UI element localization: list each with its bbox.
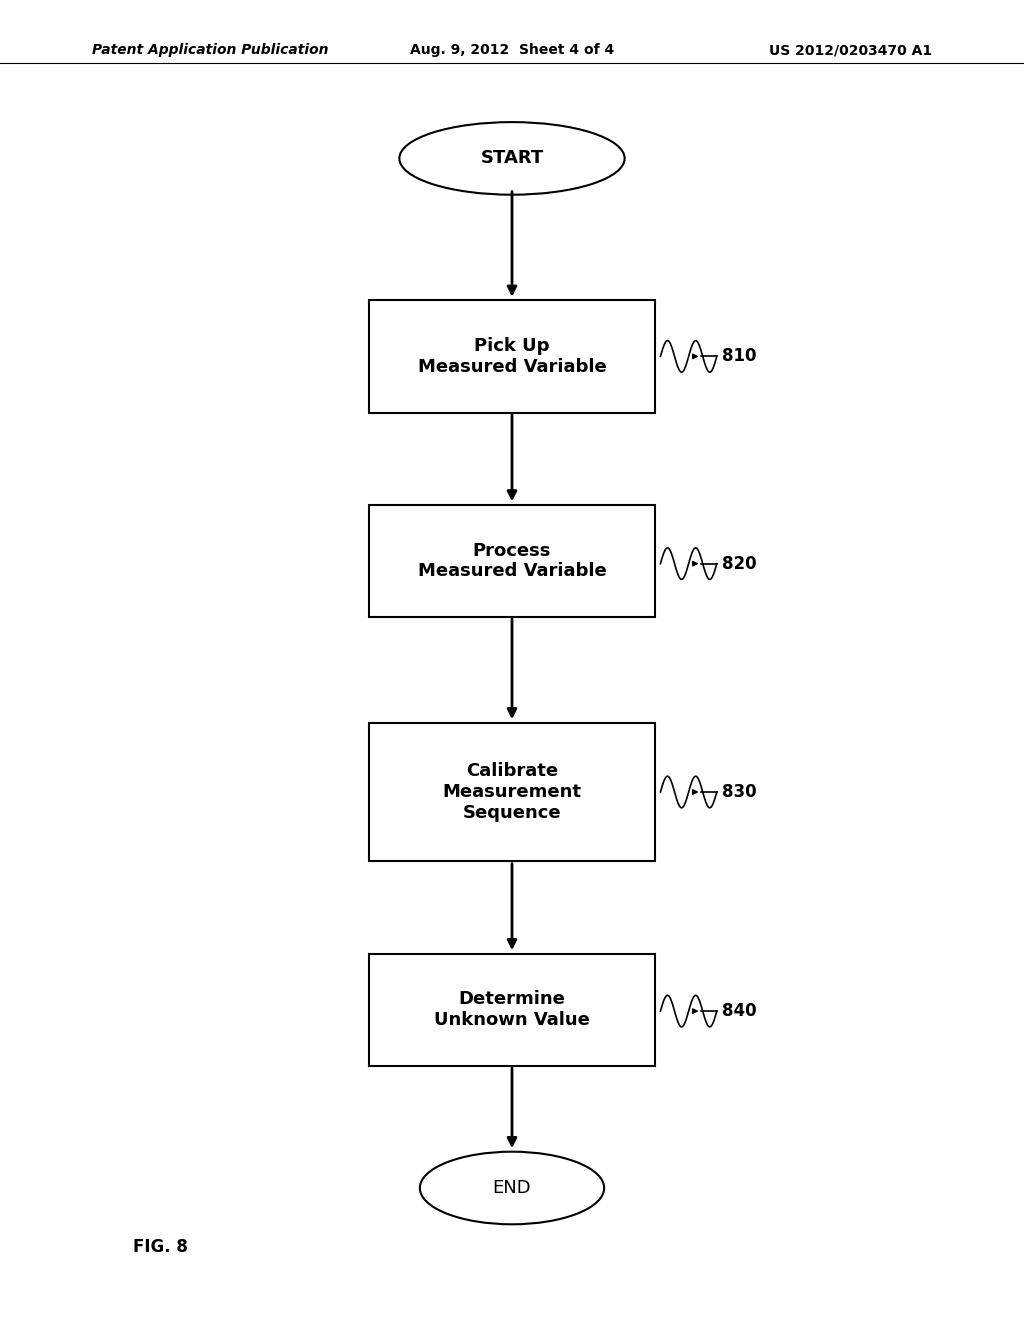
- Text: Pick Up
Measured Variable: Pick Up Measured Variable: [418, 337, 606, 376]
- Text: 830: 830: [722, 783, 757, 801]
- Text: 810: 810: [722, 347, 757, 366]
- Text: Patent Application Publication: Patent Application Publication: [92, 44, 329, 57]
- Text: Determine
Unknown Value: Determine Unknown Value: [434, 990, 590, 1030]
- Text: Process
Measured Variable: Process Measured Variable: [418, 541, 606, 581]
- Text: Aug. 9, 2012  Sheet 4 of 4: Aug. 9, 2012 Sheet 4 of 4: [410, 44, 614, 57]
- Text: START: START: [480, 149, 544, 168]
- Text: 820: 820: [722, 554, 757, 573]
- Text: Calibrate
Measurement
Sequence: Calibrate Measurement Sequence: [442, 762, 582, 822]
- Text: 840: 840: [722, 1002, 757, 1020]
- Text: US 2012/0203470 A1: US 2012/0203470 A1: [769, 44, 932, 57]
- Text: END: END: [493, 1179, 531, 1197]
- Text: FIG. 8: FIG. 8: [133, 1238, 188, 1257]
